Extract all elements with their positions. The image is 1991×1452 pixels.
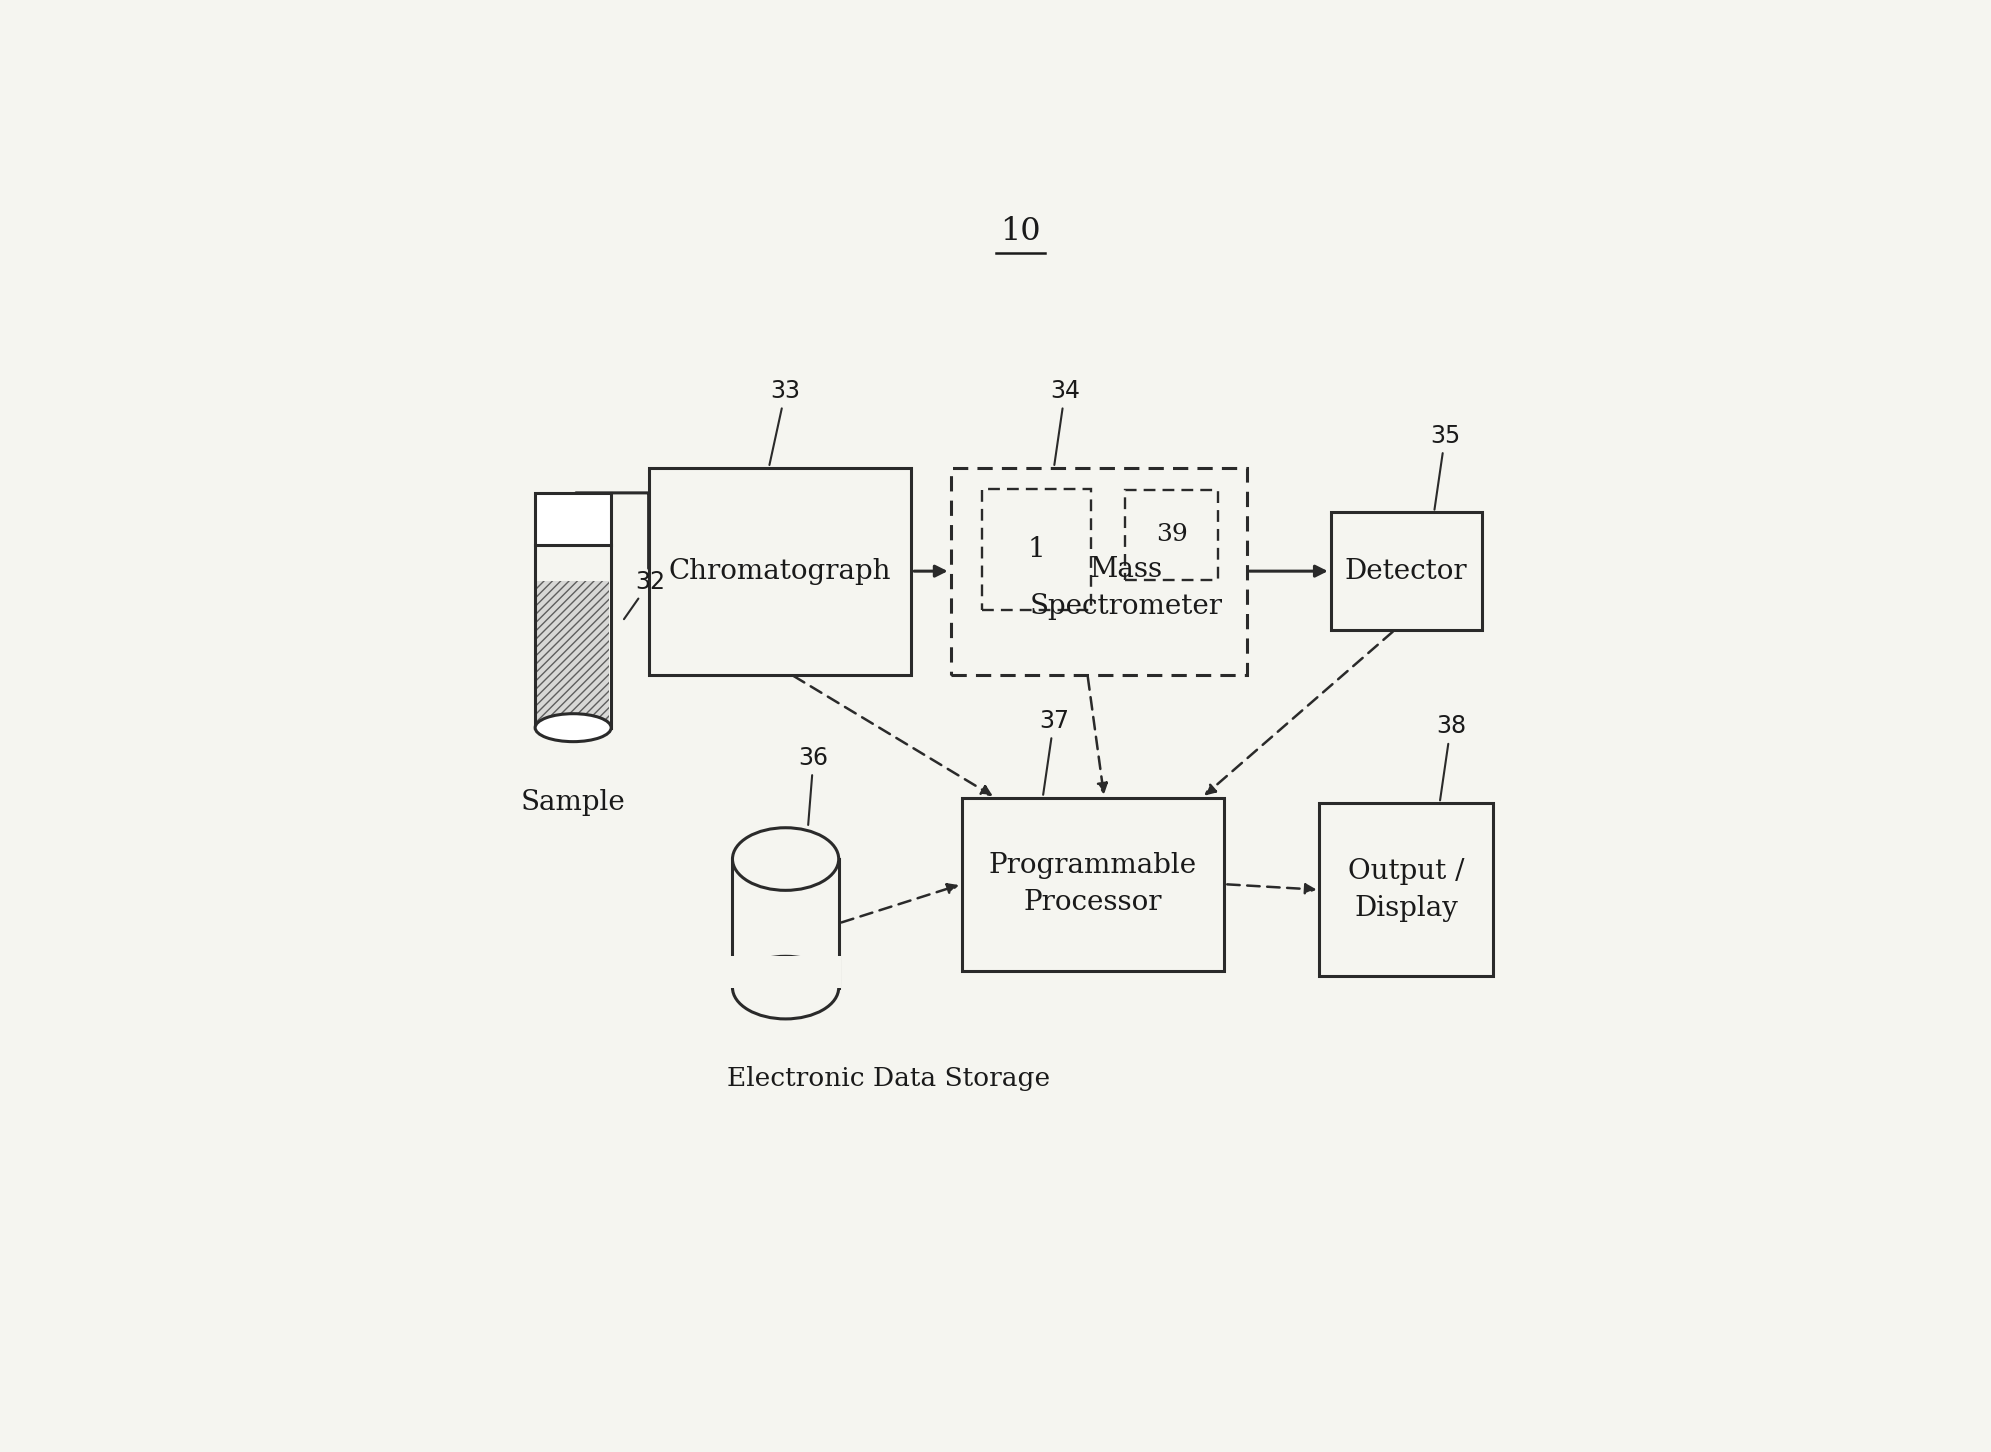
Text: 34: 34 [1049, 379, 1079, 465]
Ellipse shape [733, 957, 838, 1019]
Text: Mass
Spectrometer: Mass Spectrometer [1029, 556, 1222, 620]
Text: 35: 35 [1430, 424, 1459, 510]
Text: Chromatograph: Chromatograph [669, 558, 892, 585]
Bar [1330, 513, 1481, 630]
Bar [962, 797, 1224, 971]
Bar [982, 489, 1091, 610]
Text: 37: 37 [1039, 709, 1069, 794]
Text: 39: 39 [1157, 523, 1189, 546]
Text: 10: 10 [999, 216, 1041, 247]
Text: Electronic Data Storage: Electronic Data Storage [727, 1066, 1049, 1090]
Text: 36: 36 [798, 745, 828, 825]
Ellipse shape [733, 828, 838, 890]
Bar [1320, 803, 1493, 976]
Bar [733, 860, 838, 987]
Text: Detector: Detector [1344, 558, 1467, 585]
Text: Sample: Sample [522, 790, 625, 816]
Bar [538, 581, 609, 722]
Bar [950, 468, 1246, 675]
Bar [649, 468, 912, 675]
Text: 38: 38 [1436, 714, 1465, 800]
Text: 1: 1 [1027, 536, 1045, 563]
Text: 33: 33 [769, 379, 800, 465]
Bar [1125, 491, 1218, 579]
Ellipse shape [536, 714, 611, 742]
Bar [536, 492, 611, 544]
Bar [731, 957, 840, 987]
Text: Programmable
Processor: Programmable Processor [990, 852, 1197, 916]
Bar [536, 492, 611, 727]
Text: Output /
Display: Output / Display [1348, 858, 1463, 922]
Text: 32: 32 [623, 569, 665, 619]
